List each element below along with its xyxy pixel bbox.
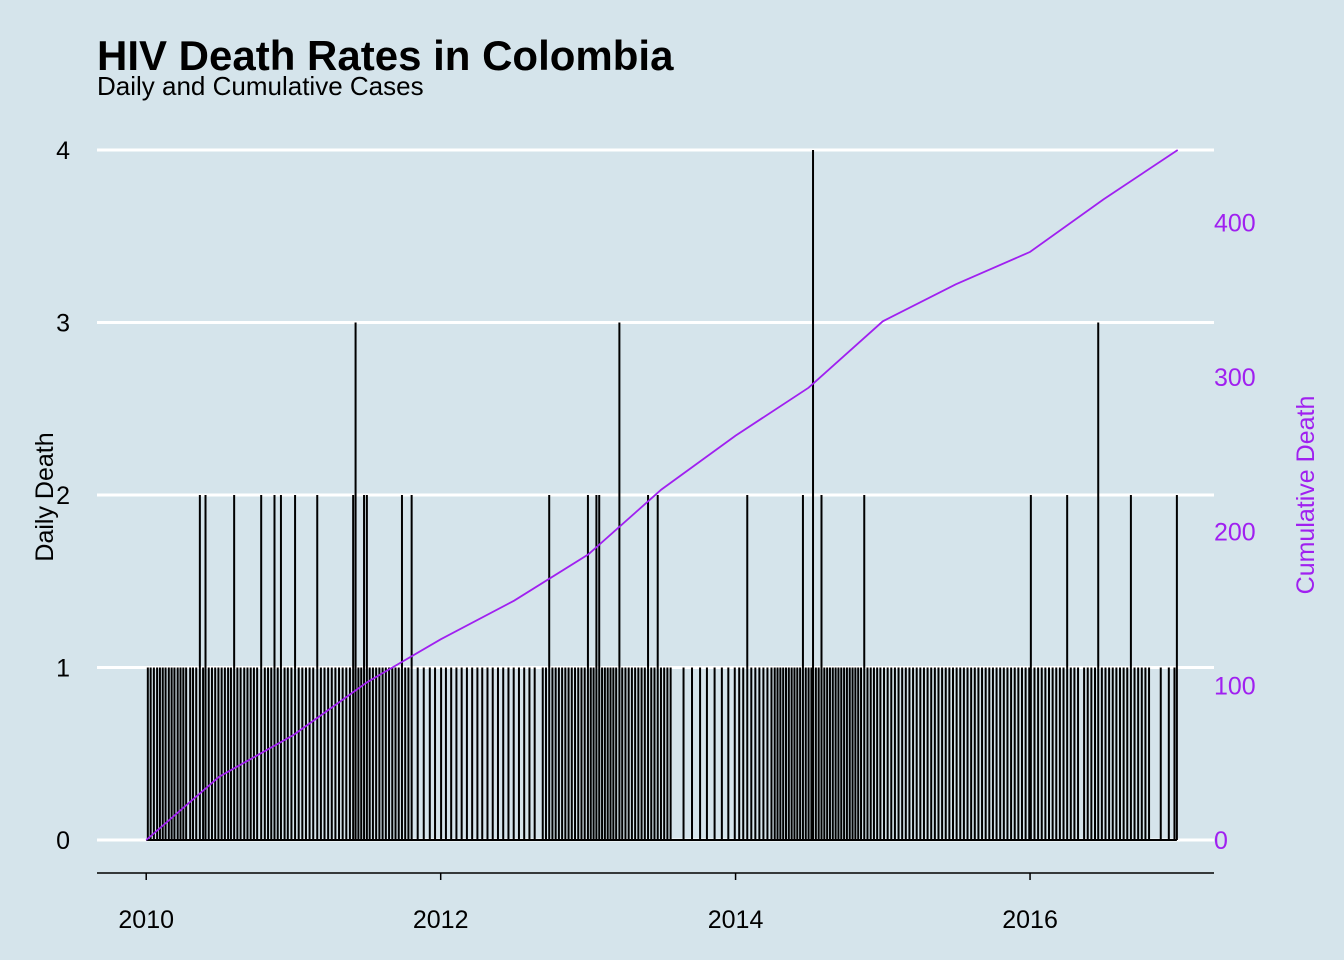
y-left-tick-label: 4 bbox=[56, 137, 70, 165]
y-axis-right-title: Cumulative Death bbox=[1292, 396, 1320, 595]
y-left-tick-label: 2 bbox=[56, 482, 70, 510]
x-tick-label: 2016 bbox=[1002, 906, 1058, 934]
y-left-tick-label: 0 bbox=[56, 827, 70, 855]
chart-subtitle: Daily and Cumulative Cases bbox=[97, 71, 424, 101]
y-right-tick-label: 400 bbox=[1214, 210, 1256, 238]
y-axis-left-title: Daily Death bbox=[31, 432, 59, 561]
y-right-tick-label: 100 bbox=[1214, 673, 1256, 701]
y-right-tick-label: 0 bbox=[1214, 827, 1228, 855]
y-left-tick-label: 1 bbox=[56, 655, 70, 683]
x-tick-label: 2012 bbox=[413, 906, 469, 934]
cumulative-death-line bbox=[145, 149, 1179, 841]
x-tick-label: 2010 bbox=[118, 906, 174, 934]
y-right-tick-label: 300 bbox=[1214, 364, 1256, 392]
chart-title: HIV Death Rates in Colombia bbox=[97, 32, 674, 79]
y-right-tick-label: 200 bbox=[1214, 518, 1256, 546]
daily-death-bars bbox=[146, 150, 1178, 841]
cumulative-death-path bbox=[145, 149, 1179, 841]
y-axis-left: 0 1 2 3 4 bbox=[56, 137, 70, 855]
y-left-tick-label: 3 bbox=[56, 310, 70, 338]
y-axis-right: 0 100 200 300 400 bbox=[1214, 210, 1256, 855]
x-tick-label: 2014 bbox=[708, 906, 764, 934]
x-axis: 2010 2012 2014 2016 bbox=[97, 872, 1214, 934]
